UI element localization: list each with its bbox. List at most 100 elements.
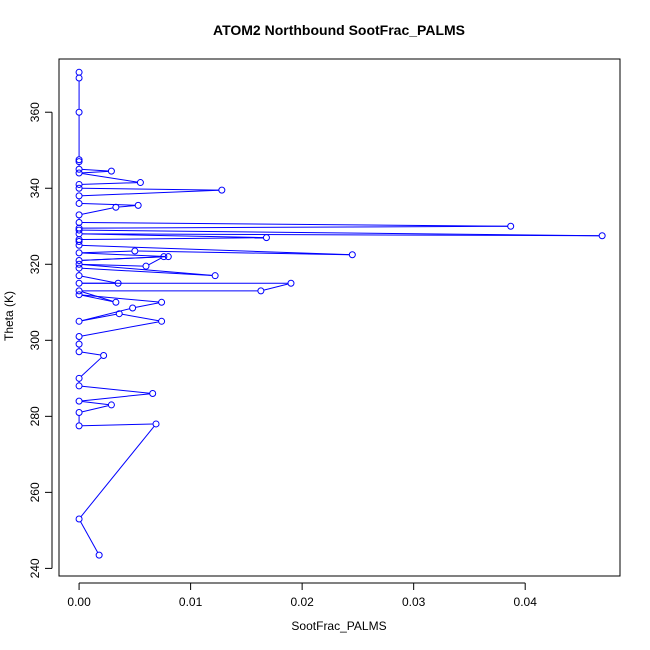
data-point: [75, 422, 83, 430]
y-tick-label: 320: [28, 254, 42, 274]
series-segment: [81, 291, 114, 302]
series-segment: [82, 250, 132, 254]
data-point: [75, 382, 83, 390]
data-point: [75, 108, 83, 116]
data-point: [75, 333, 83, 341]
data-point: [164, 253, 172, 261]
series-segment: [81, 308, 130, 322]
series-segment: [80, 521, 99, 553]
y-tick-label: 280: [28, 406, 42, 426]
series-segment: [148, 257, 162, 266]
data-point: [287, 279, 295, 287]
data-point: [75, 291, 83, 299]
series-segment: [82, 229, 600, 237]
series-segment: [82, 187, 219, 191]
series-segment: [82, 237, 264, 241]
data-point: [75, 317, 83, 325]
series-segment: [81, 405, 109, 413]
data-point: [75, 199, 83, 207]
series-segment: [82, 203, 136, 206]
data-point: [160, 253, 168, 261]
data-point: [75, 272, 83, 280]
series-segment: [122, 313, 159, 322]
data-point: [149, 390, 157, 398]
series-segment: [81, 351, 101, 356]
data-point: [507, 222, 515, 230]
series-layer: [75, 68, 606, 559]
series-segment: [80, 357, 102, 377]
data-point: [100, 352, 108, 360]
series-segment: [82, 233, 600, 237]
data-point: [107, 401, 115, 409]
data-point: [95, 551, 103, 559]
data-point: [75, 287, 83, 295]
data-point: [129, 304, 137, 312]
y-tick-label: 360: [28, 102, 42, 122]
series-segment: [81, 321, 159, 337]
series-segment: [82, 244, 350, 256]
x-tick-label: 0.00: [67, 595, 91, 609]
data-point: [75, 218, 83, 226]
data-point: [152, 420, 160, 428]
series-segment: [118, 205, 136, 208]
x-tick-label: 0.03: [402, 595, 426, 609]
y-axis: 240 260 280 300 320 340 360: [28, 102, 53, 578]
data-point: [75, 211, 83, 219]
series-segment: [82, 170, 109, 174]
y-tick-label: 300: [28, 330, 42, 350]
data-point: [158, 317, 166, 325]
series-segment: [137, 250, 350, 256]
data-point: [75, 180, 83, 188]
series-segment: [82, 221, 508, 227]
series-segment: [82, 423, 154, 427]
data-point: [75, 165, 83, 173]
data-point: [75, 226, 83, 234]
y-tick-label: 260: [28, 482, 42, 502]
data-point: [75, 158, 83, 166]
data-point: [115, 310, 123, 318]
data-point: [75, 192, 83, 200]
series-segment: [81, 400, 109, 406]
series-segment: [81, 173, 138, 183]
data-point: [75, 169, 83, 177]
series-segment: [82, 233, 264, 239]
series-segment: [82, 189, 219, 197]
x-axis: 0.00 0.01 0.02 0.03 0.04: [67, 582, 538, 609]
data-point: [131, 247, 139, 255]
data-point: [75, 260, 83, 268]
data-point: [134, 201, 142, 209]
data-point: [75, 184, 83, 192]
data-point: [75, 156, 83, 164]
data-point: [75, 348, 83, 356]
data-point: [262, 234, 270, 242]
series-segment: [82, 385, 150, 394]
series-segment: [82, 256, 166, 261]
data-point: [75, 249, 83, 257]
data-point: [348, 251, 356, 259]
y-tick-label: 240: [28, 558, 42, 578]
series-segment: [81, 294, 114, 303]
data-point: [136, 179, 144, 187]
x-tick-label: 0.04: [514, 595, 538, 609]
y-tick-label: 340: [28, 178, 42, 198]
data-point: [158, 298, 166, 306]
data-point: [112, 203, 120, 211]
data-point: [107, 167, 115, 175]
series-segment: [80, 425, 155, 517]
data-point: [114, 279, 122, 287]
series-segment: [82, 182, 138, 185]
series-segment: [82, 263, 144, 267]
x-tick-label: 0.02: [290, 595, 314, 609]
x-tick-label: 0.01: [179, 595, 203, 609]
data-point: [75, 340, 83, 348]
series-segment: [82, 264, 213, 276]
x-axis-label: SootFrac_PALMS: [291, 619, 386, 633]
data-point: [75, 397, 83, 405]
series-segment: [82, 225, 508, 229]
series-segment: [263, 283, 289, 291]
series-segment: [82, 294, 159, 303]
chart-title: ATOM2 Northbound SootFrac_PALMS: [213, 22, 465, 38]
data-point: [75, 279, 83, 287]
series-segment: [82, 267, 213, 277]
series-segment: [135, 302, 159, 308]
